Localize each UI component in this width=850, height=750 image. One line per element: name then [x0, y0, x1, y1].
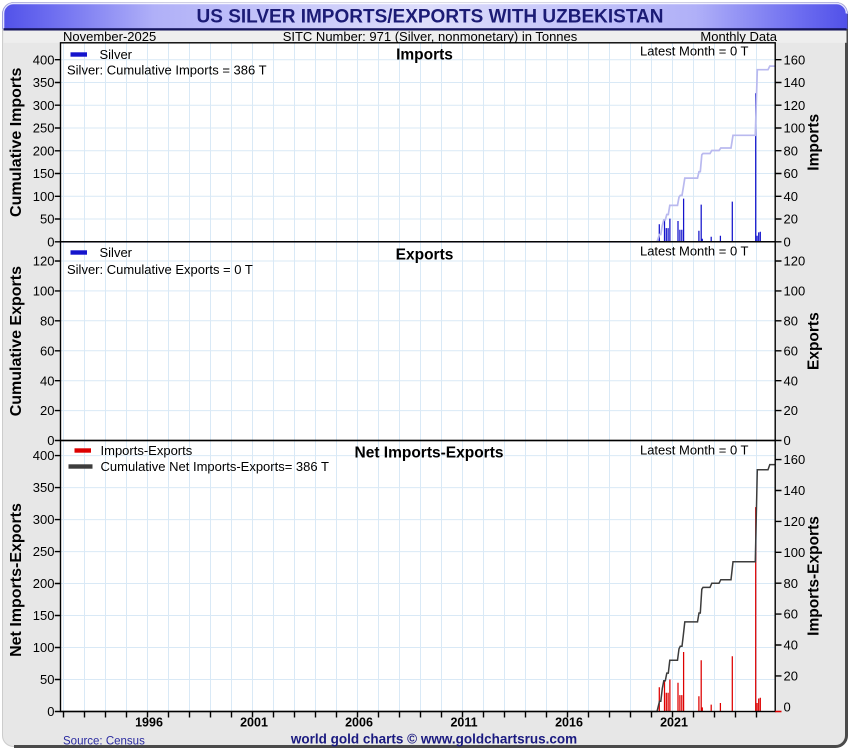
svg-text:160: 160 [784, 452, 806, 467]
svg-text:100: 100 [784, 545, 806, 560]
svg-text:1996: 1996 [135, 716, 163, 730]
svg-text:350: 350 [33, 75, 55, 90]
svg-text:Silver: Cumulative Imports = 3: Silver: Cumulative Imports = 386 T [67, 62, 267, 77]
svg-text:120: 120 [784, 98, 806, 113]
svg-text:world gold charts © www.goldch: world gold charts © www.goldchartsrus.co… [290, 732, 577, 747]
svg-text:0: 0 [47, 234, 54, 249]
svg-text:Latest Month = 0 T: Latest Month = 0 T [640, 44, 749, 59]
svg-text:150: 150 [33, 166, 55, 181]
svg-text:250: 250 [33, 544, 55, 559]
svg-text:80: 80 [784, 143, 798, 158]
svg-text:20: 20 [784, 403, 798, 418]
svg-text:20: 20 [40, 403, 54, 418]
svg-text:Exports: Exports [396, 247, 454, 264]
svg-text:200: 200 [33, 576, 55, 591]
svg-text:60: 60 [40, 343, 54, 358]
svg-text:Imports-Exports: Imports-Exports [101, 443, 193, 458]
svg-text:60: 60 [784, 607, 798, 622]
svg-text:Imports: Imports [396, 47, 453, 64]
svg-text:250: 250 [33, 121, 55, 136]
svg-text:20: 20 [784, 669, 798, 684]
svg-text:60: 60 [784, 166, 798, 181]
svg-text:0: 0 [47, 433, 54, 448]
svg-text:400: 400 [33, 448, 55, 463]
svg-text:20: 20 [784, 212, 798, 227]
svg-text:Silver: Cumulative Exports = 0: Silver: Cumulative Exports = 0 T [67, 262, 253, 277]
svg-text:140: 140 [784, 483, 806, 498]
svg-text:2006: 2006 [345, 716, 373, 730]
svg-text:50: 50 [40, 672, 54, 687]
svg-text:Monthly Data: Monthly Data [700, 29, 777, 44]
svg-text:100: 100 [784, 284, 806, 299]
svg-text:0: 0 [784, 699, 791, 714]
svg-text:40: 40 [40, 373, 54, 388]
svg-text:120: 120 [784, 514, 806, 529]
svg-text:0: 0 [47, 704, 54, 719]
svg-text:Source: Census: Source: Census [63, 736, 145, 748]
svg-text:2021: 2021 [660, 716, 688, 730]
svg-text:Imports-Exports: Imports-Exports [806, 516, 823, 636]
svg-text:300: 300 [33, 512, 55, 527]
svg-text:Cumulative Imports: Cumulative Imports [8, 68, 25, 217]
svg-text:200: 200 [33, 143, 55, 158]
svg-text:Exports: Exports [806, 312, 823, 370]
svg-text:Latest Month = 0 T: Latest Month = 0 T [640, 244, 749, 259]
svg-text:Latest Month = 0 T: Latest Month = 0 T [640, 443, 749, 458]
svg-text:60: 60 [784, 343, 798, 358]
svg-text:2016: 2016 [555, 716, 583, 730]
svg-text:Silver: Silver [100, 47, 133, 62]
svg-text:100: 100 [33, 284, 55, 299]
svg-text:2001: 2001 [240, 716, 268, 730]
svg-text:Imports: Imports [806, 114, 823, 171]
svg-text:140: 140 [784, 75, 806, 90]
svg-text:150: 150 [33, 608, 55, 623]
svg-text:100: 100 [784, 121, 806, 136]
svg-text:2011: 2011 [450, 716, 477, 730]
svg-text:120: 120 [784, 254, 806, 269]
svg-text:300: 300 [33, 98, 55, 113]
svg-text:November-2025: November-2025 [63, 29, 156, 44]
svg-text:0: 0 [784, 433, 791, 448]
svg-text:50: 50 [40, 212, 54, 227]
svg-text:US SILVER IMPORTS/EXPORTS WITH: US SILVER IMPORTS/EXPORTS WITH UZBEKISTA… [197, 7, 664, 28]
svg-text:40: 40 [784, 638, 798, 653]
svg-text:100: 100 [33, 640, 55, 655]
svg-text:100: 100 [33, 189, 55, 204]
svg-text:0: 0 [784, 234, 791, 249]
svg-text:80: 80 [784, 313, 798, 328]
svg-text:120: 120 [33, 254, 55, 269]
svg-text:Net Imports-Exports: Net Imports-Exports [355, 445, 504, 462]
svg-text:350: 350 [33, 480, 55, 495]
svg-text:160: 160 [784, 52, 806, 67]
svg-text:80: 80 [784, 576, 798, 591]
svg-text:Cumulative Exports: Cumulative Exports [8, 266, 25, 416]
svg-text:Net Imports-Exports: Net Imports-Exports [8, 503, 25, 657]
svg-text:SITC Number: 971 (Silver, nonm: SITC Number: 971 (Silver, nonmonetary) i… [283, 29, 578, 44]
svg-text:40: 40 [784, 373, 798, 388]
svg-text:80: 80 [40, 313, 54, 328]
svg-text:Cumulative Net Imports-Exports: Cumulative Net Imports-Exports= 386 T [101, 459, 329, 474]
svg-text:40: 40 [784, 189, 798, 204]
svg-text:400: 400 [33, 52, 55, 67]
svg-text:Silver: Silver [100, 245, 133, 260]
